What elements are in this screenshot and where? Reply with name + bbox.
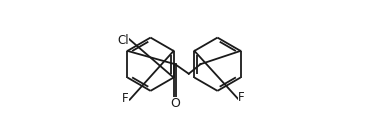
Text: F: F [122, 92, 129, 105]
Text: Cl: Cl [117, 34, 128, 47]
Text: O: O [170, 97, 180, 110]
Text: F: F [238, 91, 245, 104]
